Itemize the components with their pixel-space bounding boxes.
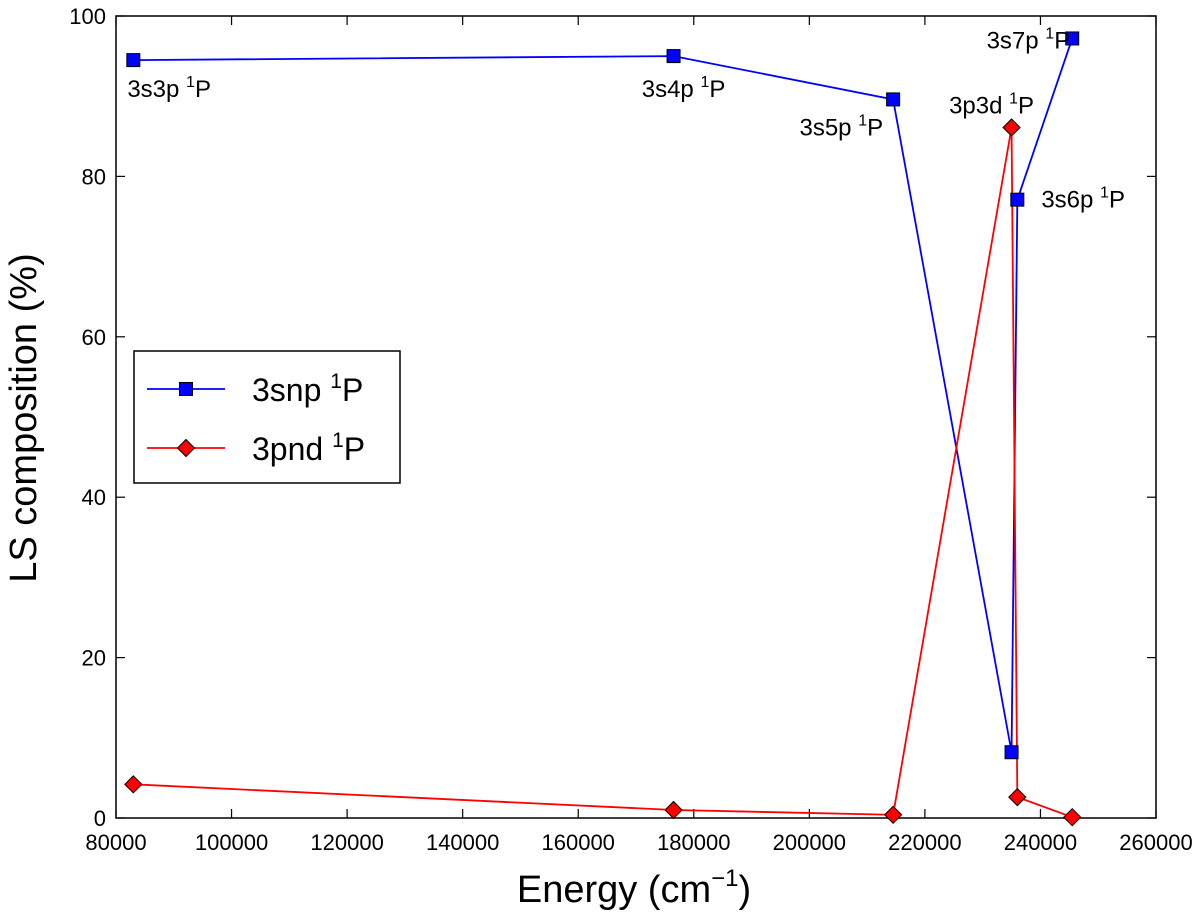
data-point-3pnd bbox=[1002, 118, 1021, 137]
y-axis-label: LS composition (%) bbox=[3, 253, 45, 582]
data-point-3snp bbox=[1004, 745, 1019, 760]
series-line-3snp bbox=[133, 38, 1074, 753]
y-tick-label: 20 bbox=[82, 646, 106, 671]
y-tick-label: 60 bbox=[82, 325, 106, 350]
data-label: 3p3d 1P bbox=[949, 90, 1034, 119]
x-axis-label: Energy (cm−1) bbox=[517, 865, 751, 911]
legend-label: 3pnd 1P bbox=[252, 429, 365, 467]
data-point-3snp bbox=[126, 53, 141, 68]
legend-marker-3pnd bbox=[176, 438, 196, 458]
legend-box bbox=[133, 350, 401, 484]
data-label: 3s3p 1P bbox=[127, 74, 211, 103]
x-tick-label: 180000 bbox=[657, 830, 730, 855]
data-point-3snp bbox=[666, 49, 681, 64]
data-point-3snp bbox=[886, 92, 901, 107]
x-tick-label: 200000 bbox=[773, 830, 846, 855]
series-line-3pnd bbox=[133, 127, 1073, 819]
y-tick-label: 40 bbox=[82, 485, 106, 510]
plot-frame-layer bbox=[115, 15, 1157, 819]
data-label: 3s6p 1P bbox=[1041, 185, 1125, 214]
series-layer bbox=[124, 31, 1082, 827]
data-label: 3s5p 1P bbox=[799, 112, 883, 141]
y-tick-label: 100 bbox=[69, 4, 106, 29]
x-tick-label: 220000 bbox=[888, 830, 961, 855]
x-tick-label: 260000 bbox=[1119, 830, 1192, 855]
x-tick-label: 80000 bbox=[85, 830, 146, 855]
data-point-3pnd bbox=[664, 800, 683, 820]
data-point-3pnd bbox=[1008, 787, 1027, 807]
legend-marker-3snp bbox=[179, 382, 193, 396]
legend: 3snp 1P 3pnd 1P bbox=[133, 350, 401, 484]
data-point-3pnd bbox=[1063, 807, 1082, 827]
plot-frame bbox=[115, 15, 1157, 819]
data-label: 3s7p 1P bbox=[987, 25, 1071, 54]
x-tick-label: 160000 bbox=[542, 830, 615, 855]
x-tick-label: 140000 bbox=[426, 830, 499, 855]
legend-label: 3snp 1P bbox=[252, 370, 363, 408]
data-label: 3s4p 1P bbox=[642, 74, 726, 103]
data-point-3pnd bbox=[883, 805, 903, 824]
y-tick-label: 80 bbox=[82, 164, 106, 189]
data-point-3snp bbox=[1010, 192, 1025, 207]
ticks-layer: 80000 100000 120000 140000 160000 180000 20000… bbox=[69, 4, 1192, 855]
x-tick-label: 120000 bbox=[310, 830, 383, 855]
x-tick-label: 100000 bbox=[195, 830, 268, 855]
annotations-layer: 3s3p 1P 3s4p 1P 3s5p 1P 3p3d 1P 3s6p 1P 3s7p … bbox=[127, 25, 1125, 213]
y-tick-label: 0 bbox=[94, 806, 106, 831]
x-tick-label: 240000 bbox=[1004, 830, 1077, 855]
data-point-3pnd bbox=[124, 775, 143, 794]
data-point-3snp bbox=[1065, 31, 1080, 46]
